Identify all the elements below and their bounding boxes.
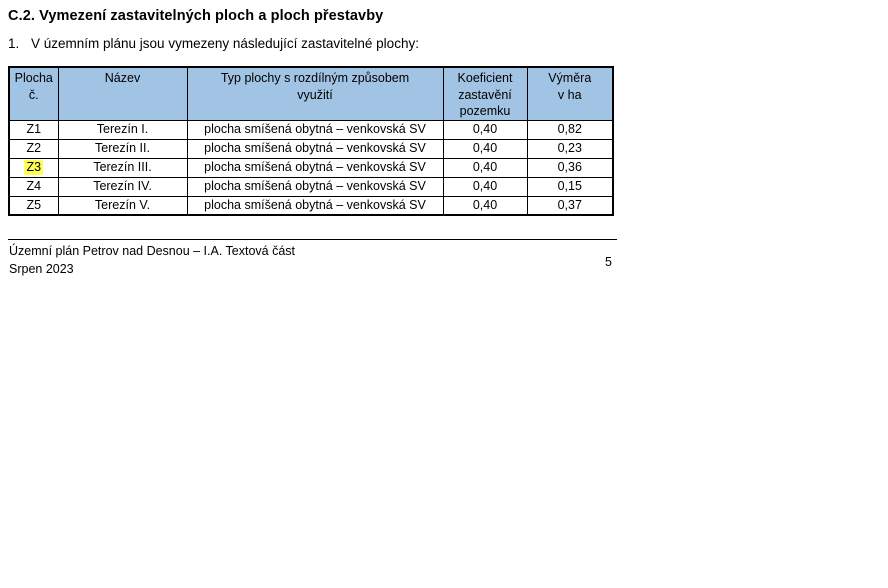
search-highlight: Z3	[24, 160, 44, 175]
cell-nazev: Terezín V.	[57, 195, 188, 216]
cell-typ: plocha smíšená obytná – venkovská SV	[186, 138, 444, 159]
header-vymera: Výměra v ha	[526, 66, 614, 121]
header-plocha-c: Plocha č.	[8, 66, 59, 121]
footer-date: Srpen 2023	[9, 262, 74, 276]
cell-typ: plocha smíšená obytná – venkovská SV	[186, 176, 444, 197]
cell-nazev: Terezín IV.	[57, 176, 188, 197]
cell-nazev: Terezín I.	[57, 119, 188, 140]
table-row-z5: Z5 Terezín V. plocha smíšená obytná – ve…	[8, 195, 614, 216]
cell-vymera: 0,36	[526, 157, 614, 178]
table-row-z1: Z1 Terezín I. plocha smíšená obytná – ve…	[8, 119, 614, 140]
footer-document-title: Územní plán Petrov nad Desnou – I.A. Tex…	[9, 244, 296, 258]
header-koeficient: Koeficient zastavění pozemku	[442, 66, 528, 121]
list-item-text: V územním plánu jsou vymezeny následujíc…	[31, 36, 419, 51]
cell-plocha: Z5	[8, 195, 59, 216]
cell-nazev: Terezín II.	[57, 138, 188, 159]
cell-koeficient: 0,40	[442, 119, 528, 140]
cell-typ: plocha smíšená obytná – venkovská SV	[186, 119, 444, 140]
table-row-z2: Z2 Terezín II. plocha smíšená obytná – v…	[8, 138, 614, 159]
cell-plocha: Z1	[8, 119, 59, 140]
section-heading: C.2. Vymezení zastavitelných ploch a plo…	[8, 8, 384, 24]
cell-vymera: 0,23	[526, 138, 614, 159]
cell-vymera: 0,37	[526, 195, 614, 216]
cell-koeficient: 0,40	[442, 138, 528, 159]
cell-plocha: Z2	[8, 138, 59, 159]
intro-list-item: 1. V územním plánu jsou vymezeny následuj…	[8, 36, 419, 51]
page-number: 5	[605, 255, 612, 269]
cell-vymera: 0,82	[526, 119, 614, 140]
table-row-z4: Z4 Terezín IV. plocha smíšená obytná – v…	[8, 176, 614, 197]
footer-divider	[8, 239, 617, 240]
cell-nazev: Terezín III.	[57, 157, 188, 178]
cell-plocha: Z3	[8, 157, 59, 178]
cell-typ: plocha smíšená obytná – venkovská SV	[186, 157, 444, 178]
cell-koeficient: 0,40	[442, 195, 528, 216]
zastavitelne-plochy-table: Plocha č. Název Typ plochy s rozdílným z…	[8, 66, 614, 216]
cell-koeficient: 0,40	[442, 176, 528, 197]
table-row-z3: Z3 Terezín III. plocha smíšená obytná – …	[8, 157, 614, 178]
cell-typ: plocha smíšená obytná – venkovská SV	[186, 195, 444, 216]
list-item-number: 1.	[8, 36, 20, 51]
cell-koeficient: 0,40	[442, 157, 528, 178]
header-nazev: Název	[57, 66, 188, 121]
cell-vymera: 0,15	[526, 176, 614, 197]
cell-plocha: Z4	[8, 176, 59, 197]
header-typ-plochy: Typ plochy s rozdílným způsobem využití	[186, 66, 444, 121]
table-header-row: Plocha č. Název Typ plochy s rozdílným z…	[8, 66, 614, 121]
